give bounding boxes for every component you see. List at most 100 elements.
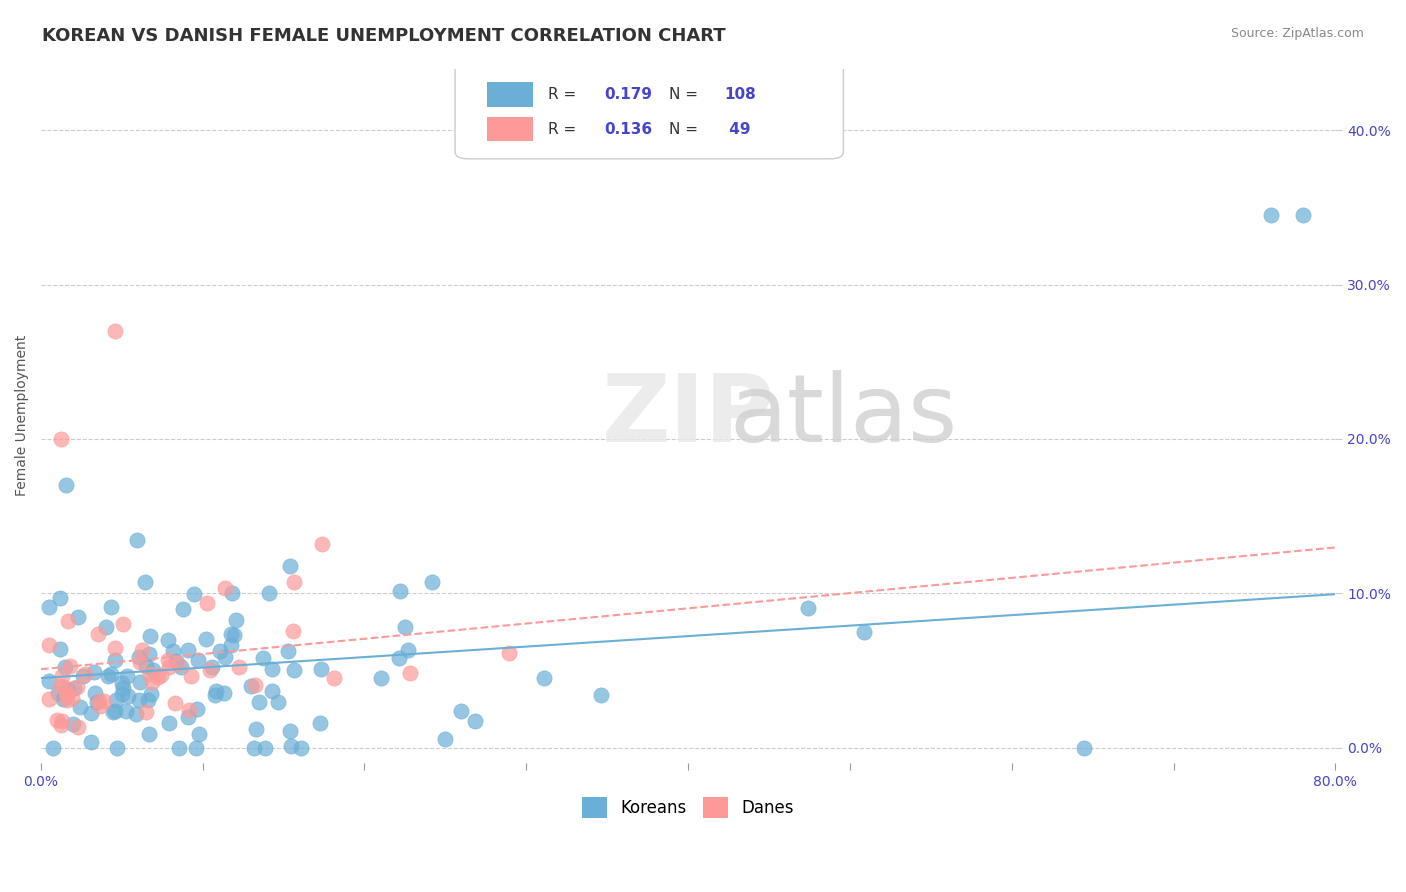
Point bbox=[67, 609, 90, 624]
Point bbox=[55, 693, 77, 707]
Point bbox=[111, 616, 134, 631]
Point bbox=[262, 684, 284, 698]
Point bbox=[104, 705, 127, 719]
Point bbox=[186, 702, 208, 716]
Point bbox=[224, 627, 246, 641]
Point bbox=[52, 680, 75, 694]
Text: 0.179: 0.179 bbox=[605, 87, 652, 103]
Point bbox=[434, 732, 457, 747]
Point bbox=[169, 740, 191, 755]
Text: N =: N = bbox=[669, 87, 703, 103]
Point bbox=[141, 687, 163, 701]
Point bbox=[311, 537, 333, 551]
Point bbox=[167, 657, 190, 671]
Point bbox=[156, 653, 179, 667]
Point bbox=[51, 432, 73, 446]
Point bbox=[260, 662, 283, 676]
Point bbox=[83, 665, 105, 680]
Point bbox=[165, 654, 187, 668]
Point bbox=[388, 651, 411, 665]
Point bbox=[162, 644, 184, 658]
Y-axis label: Female Unemployment: Female Unemployment bbox=[15, 335, 30, 497]
Point bbox=[141, 675, 163, 690]
Point bbox=[93, 694, 115, 708]
Point bbox=[138, 647, 160, 661]
Text: N =: N = bbox=[669, 122, 703, 137]
Point bbox=[797, 600, 820, 615]
Point bbox=[55, 478, 77, 492]
Point bbox=[86, 626, 108, 640]
Point bbox=[370, 671, 392, 685]
Point bbox=[60, 690, 83, 705]
Point bbox=[84, 686, 107, 700]
Legend: Koreans, Danes: Koreans, Danes bbox=[575, 790, 801, 824]
Point bbox=[169, 660, 191, 674]
Point bbox=[280, 739, 302, 753]
Point bbox=[97, 668, 120, 682]
Point bbox=[309, 662, 332, 676]
Point bbox=[56, 614, 79, 628]
Point bbox=[180, 669, 202, 683]
FancyBboxPatch shape bbox=[488, 82, 533, 107]
Point bbox=[66, 680, 89, 694]
Point bbox=[209, 644, 232, 658]
Point bbox=[281, 624, 304, 639]
Text: ZIP: ZIP bbox=[602, 370, 775, 462]
Point bbox=[252, 651, 274, 665]
Point bbox=[399, 666, 422, 681]
Point bbox=[243, 678, 266, 692]
Point bbox=[100, 667, 122, 681]
Point bbox=[172, 602, 194, 616]
Point bbox=[100, 599, 122, 614]
Text: 108: 108 bbox=[724, 87, 756, 103]
Point bbox=[51, 718, 73, 732]
Point bbox=[498, 646, 520, 660]
Point bbox=[187, 726, 209, 740]
Point bbox=[267, 695, 290, 709]
Point bbox=[48, 679, 70, 693]
Point bbox=[56, 683, 79, 698]
Point bbox=[51, 692, 73, 706]
Point bbox=[128, 650, 150, 665]
Point bbox=[1260, 208, 1282, 222]
Point bbox=[73, 667, 96, 681]
Point bbox=[111, 681, 134, 695]
Point bbox=[1292, 208, 1315, 222]
Point bbox=[136, 693, 159, 707]
Text: R =: R = bbox=[548, 122, 581, 137]
Point bbox=[142, 663, 165, 677]
Point bbox=[212, 686, 235, 700]
Point bbox=[309, 715, 332, 730]
Point bbox=[139, 629, 162, 643]
Point bbox=[38, 638, 60, 652]
Text: 0.136: 0.136 bbox=[605, 122, 652, 137]
Point bbox=[46, 713, 69, 727]
Point bbox=[198, 663, 221, 677]
Point bbox=[128, 655, 150, 669]
Point bbox=[131, 643, 153, 657]
Point bbox=[86, 695, 108, 709]
Point bbox=[290, 740, 312, 755]
Point bbox=[42, 740, 65, 755]
Point bbox=[117, 689, 139, 703]
Point bbox=[128, 692, 150, 706]
Point bbox=[104, 641, 127, 656]
Point bbox=[138, 727, 160, 741]
Point bbox=[127, 533, 149, 547]
Point bbox=[398, 643, 420, 657]
Point bbox=[280, 723, 302, 738]
Point bbox=[201, 660, 224, 674]
Point bbox=[46, 686, 69, 700]
Point bbox=[278, 558, 301, 573]
Point bbox=[219, 638, 242, 652]
Text: 49: 49 bbox=[724, 122, 751, 137]
Point bbox=[183, 587, 205, 601]
Point bbox=[214, 581, 236, 595]
Point bbox=[55, 687, 77, 701]
Point bbox=[533, 672, 555, 686]
Point bbox=[103, 706, 125, 720]
Point bbox=[105, 740, 128, 755]
Point bbox=[134, 575, 156, 590]
FancyBboxPatch shape bbox=[488, 117, 533, 142]
Point bbox=[283, 574, 305, 589]
